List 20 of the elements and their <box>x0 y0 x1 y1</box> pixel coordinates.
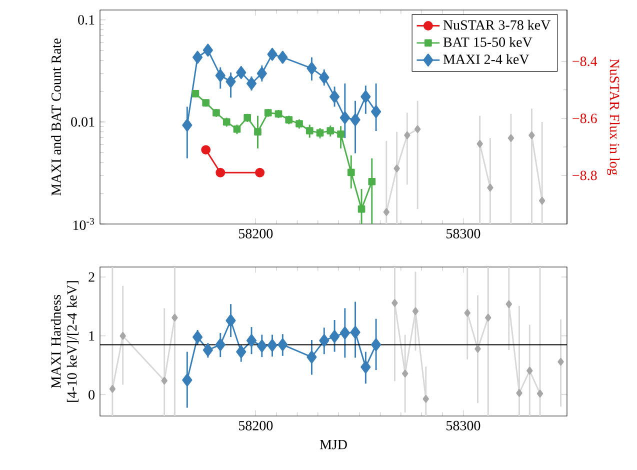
y2-axis-title: NuSTAR Flux in log <box>606 59 620 176</box>
y2-tick-label: −8.4 <box>572 56 598 66</box>
y-axis-title: MAXI Hardness [4-10 keV]/[2-4 keV] <box>50 281 78 402</box>
x-tick-label: 58200 <box>238 228 273 238</box>
y-tick-label: 1 <box>89 331 94 341</box>
x-axis-title: MJD <box>320 440 347 450</box>
y2-tick-label: −8.6 <box>572 114 597 124</box>
y-tick-label: 2 <box>88 272 94 282</box>
y-tick-label: 0.1 <box>78 15 94 25</box>
legend-label: NuSTAR 3-78 keV <box>443 20 551 30</box>
legend-label: BAT 15-50 keV <box>443 37 532 47</box>
y-tick-label: 0.01 <box>71 117 94 127</box>
y2-tick-label: −8.8 <box>572 170 597 180</box>
x-tick-label: 58300 <box>446 228 480 238</box>
legend-label: MAXI 2-4 keV <box>443 54 530 64</box>
y-axis-title: MAXI and BAT Count Rate <box>51 38 61 196</box>
y-tick-label: 0 <box>88 390 95 400</box>
y-tick-label: 10$^{-3}$ <box>73 218 94 230</box>
x-tick-label: 58300 <box>446 420 480 430</box>
x-tick-label: 58200 <box>238 420 273 430</box>
